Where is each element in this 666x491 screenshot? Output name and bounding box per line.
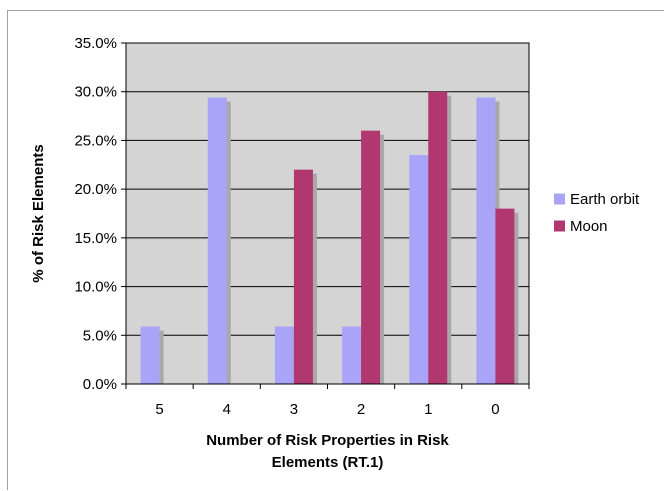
bars xyxy=(140,91,519,384)
x-tick-label: 0 xyxy=(491,401,499,418)
bar-earth-orbit xyxy=(409,155,429,384)
bar-moon xyxy=(361,130,381,384)
legend-label-earth-orbit: Earth orbit xyxy=(570,191,640,208)
legend: Earth orbit Moon xyxy=(554,191,640,235)
y-tick-label: 25.0% xyxy=(74,132,117,149)
y-axis-ticks: 0.0% 5.0% 10.0% 15.0% 20.0% 25.0% 30.0% 35.0% xyxy=(74,35,126,393)
x-axis-ticks: 5 4 3 2 1 0 xyxy=(125,384,530,418)
bar-moon xyxy=(293,169,313,384)
y-tick-label: 15.0% xyxy=(74,230,117,247)
y-tick-label: 0.0% xyxy=(83,376,117,393)
y-axis-title: % of Risk Elements xyxy=(30,144,47,282)
y-tick-label: 35.0% xyxy=(74,35,117,52)
legend-swatch-moon xyxy=(554,220,565,232)
x-tick-label: 1 xyxy=(424,401,432,418)
legend-label-moon: Moon xyxy=(570,218,608,235)
bar-earth-orbit xyxy=(140,326,160,384)
legend-swatch-earth-orbit xyxy=(554,193,565,205)
bar-moon xyxy=(495,208,515,384)
x-tick-label: 2 xyxy=(357,401,365,418)
x-tick-label: 4 xyxy=(223,401,231,418)
y-tick-label: 10.0% xyxy=(74,279,117,296)
chart-frame xyxy=(7,10,664,490)
y-tick-label: 20.0% xyxy=(74,181,117,198)
bar-earth-orbit xyxy=(207,97,227,384)
x-tick-label: 3 xyxy=(290,401,298,418)
gridlines xyxy=(126,42,529,336)
x-axis-title-line-1: Number of Risk Properties in Risk xyxy=(206,432,449,449)
x-tick-label: 5 xyxy=(155,401,163,418)
y-tick-label: 5.0% xyxy=(83,327,117,344)
y-tick-label: 30.0% xyxy=(74,84,117,101)
bar-earth-orbit xyxy=(274,326,294,384)
x-axis-title-line-2: Elements (RT.1) xyxy=(272,454,384,471)
bar-earth-orbit xyxy=(342,326,362,384)
bar-earth-orbit xyxy=(476,97,496,384)
bar-moon xyxy=(428,91,448,384)
plot-area xyxy=(125,42,530,385)
